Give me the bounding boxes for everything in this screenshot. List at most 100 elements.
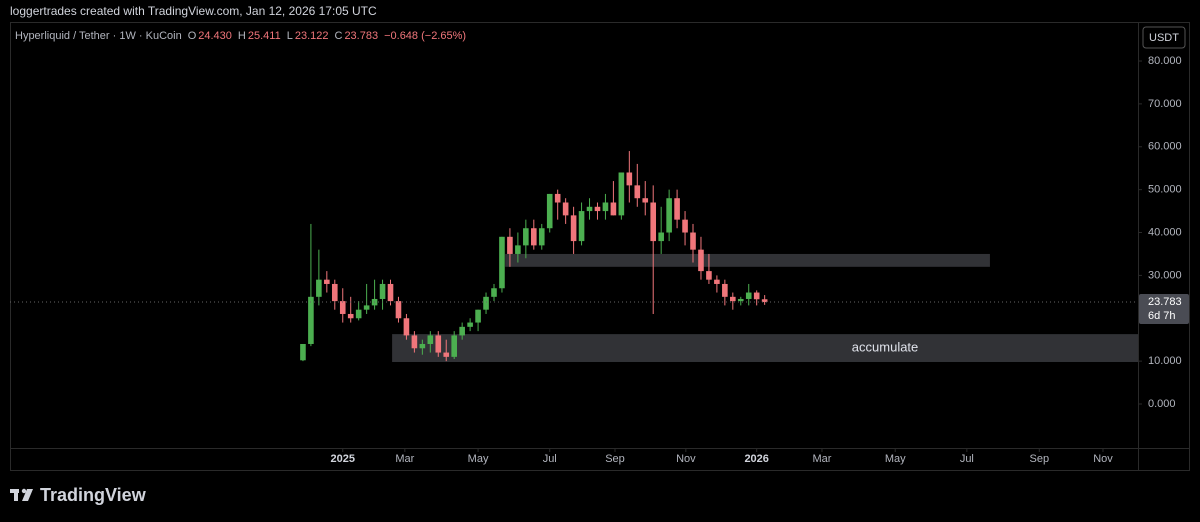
candle-body — [682, 219, 688, 233]
candle-body — [658, 232, 664, 242]
candle-body — [300, 343, 306, 361]
candle-body — [586, 206, 593, 212]
candle-body — [308, 296, 314, 344]
x-tick-label: Jul — [543, 453, 557, 465]
candle-body — [753, 292, 760, 300]
candle-body — [459, 326, 465, 336]
x-tick-label: Nov — [676, 453, 696, 465]
zone — [505, 253, 990, 267]
countdown: 6d 7h — [1148, 310, 1176, 322]
candle-body — [714, 279, 720, 284]
candle-body — [626, 172, 633, 186]
candle-body — [331, 283, 338, 302]
candle-body — [690, 232, 696, 250]
candle-body — [316, 279, 322, 297]
candle-body — [634, 185, 641, 199]
legend-value: 23.122 — [295, 30, 329, 42]
candle-body — [602, 202, 609, 212]
candle-body — [618, 172, 625, 216]
candle-body — [578, 211, 585, 242]
change: −0.648 (−2.65%) — [384, 30, 466, 42]
y-tick-label: 40.000 — [1148, 226, 1182, 238]
legend-value: 23.783 — [344, 30, 378, 42]
y-tick-label: 10.000 — [1148, 355, 1182, 367]
candle-body — [467, 322, 473, 327]
candle-body — [722, 283, 728, 297]
candle-body — [347, 313, 354, 319]
legend-value: 25.411 — [248, 30, 281, 42]
y-tick-label: 60.000 — [1148, 141, 1182, 153]
x-tick-label: Sep — [1030, 453, 1050, 465]
candle-body — [339, 301, 346, 314]
y-tick-label: 70.000 — [1148, 98, 1182, 110]
candle-body — [451, 335, 457, 357]
candle-body — [363, 305, 370, 310]
candle-body — [355, 309, 362, 319]
candle-body — [706, 271, 712, 280]
candle-body — [554, 193, 561, 203]
zone-label: accumulate — [852, 339, 918, 354]
candle-body — [419, 343, 426, 349]
candle-body — [483, 296, 489, 310]
candle-body — [666, 198, 672, 233]
candle-body — [761, 299, 768, 303]
candle-body — [499, 236, 505, 289]
candle-body — [546, 193, 553, 229]
candle-body — [650, 202, 657, 242]
candle-body — [610, 202, 617, 216]
candle-body — [737, 298, 744, 302]
candle-body — [530, 228, 537, 246]
candle-body — [538, 228, 545, 246]
x-tick-label: May — [468, 453, 489, 465]
candle-body — [491, 288, 497, 297]
y-tick-label: 80.000 — [1148, 55, 1182, 67]
x-tick-label: Mar — [812, 453, 831, 465]
legend-key: H — [238, 30, 246, 42]
candle-body — [674, 198, 680, 220]
candle-body — [443, 352, 450, 357]
legend-key: L — [287, 30, 293, 42]
logo: TradingView — [40, 485, 147, 505]
y-tick-label: 50.000 — [1148, 184, 1182, 196]
candle-body — [594, 206, 601, 212]
candle-body — [570, 215, 577, 242]
x-tick-label: 2025 — [331, 453, 355, 465]
logo-mark — [10, 488, 33, 501]
x-tick-label: May — [885, 453, 906, 465]
x-tick-label: Nov — [1093, 453, 1113, 465]
legend-value: 24.430 — [198, 30, 232, 42]
x-tick-label: Jul — [960, 453, 974, 465]
candle-body — [403, 318, 410, 336]
x-tick-label: Sep — [605, 453, 625, 465]
currency-button[interactable] — [1142, 26, 1186, 49]
price-label: 23.783 — [1148, 296, 1182, 308]
y-tick-label: 0.000 — [1148, 398, 1176, 410]
candle-body — [395, 301, 402, 319]
frame — [10, 22, 1190, 471]
header: loggertrades created with TradingView.co… — [10, 4, 377, 18]
candle-body — [324, 279, 330, 284]
candle-body — [507, 236, 513, 254]
candle-body — [387, 283, 394, 302]
symbol: Hyperliquid / Tether · 1W · KuCoin — [15, 30, 182, 42]
x-tick-label: 2026 — [744, 453, 768, 465]
zone — [392, 334, 1138, 362]
candle-body — [730, 296, 736, 302]
candle-body — [475, 309, 481, 323]
x-tick-label: Mar — [395, 453, 414, 465]
candle-body — [698, 249, 704, 272]
legend-key: O — [188, 30, 197, 42]
candle-body — [379, 283, 386, 299]
candle-body — [745, 292, 752, 299]
legend-key: C — [334, 30, 342, 42]
candle-body — [411, 335, 418, 349]
candle-body — [427, 335, 434, 344]
y-tick-label: 30.000 — [1148, 269, 1182, 281]
legend: Hyperliquid / Tether · 1W · KuCoin O 24.43… — [15, 30, 466, 42]
candle-body — [435, 335, 442, 353]
candle-body — [562, 202, 569, 216]
candle-body — [515, 245, 521, 254]
currency[interactable]: USDT — [1149, 32, 1179, 44]
